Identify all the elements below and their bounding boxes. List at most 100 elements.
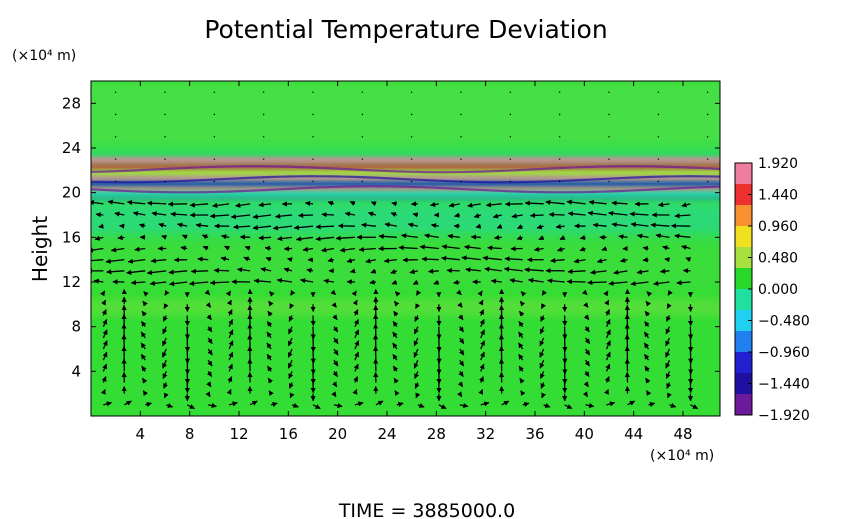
vector-arrow [205, 391, 211, 398]
vector-arrow [555, 224, 565, 230]
vector-arrow [630, 221, 649, 228]
vector-arrow [225, 290, 232, 297]
vector-arrow [164, 289, 170, 296]
colorbar-swatch [735, 289, 752, 311]
vector-arrow [106, 269, 125, 275]
vector-arrow [253, 278, 272, 284]
vector-arrow [518, 365, 524, 372]
vector-arrow [230, 213, 251, 220]
vector-arrow [102, 318, 108, 327]
vector-arrow [119, 223, 125, 229]
vector-arrow [207, 337, 213, 345]
vector-arrow [448, 202, 460, 208]
vector-arrow [539, 348, 545, 358]
vector-arrow [327, 257, 335, 263]
vector-arrow [332, 381, 338, 388]
vector-arrow [642, 257, 649, 263]
vector-arrow [407, 222, 418, 228]
vector-arrow [227, 376, 233, 383]
vector-arrow [186, 404, 195, 410]
vector-arrow [332, 326, 339, 333]
vector-arrow [504, 256, 523, 262]
vector-dot [410, 91, 413, 93]
vector-arrow [681, 202, 691, 208]
vector-dot [608, 113, 610, 116]
vector-arrow [288, 315, 294, 322]
vector-arrow [180, 245, 188, 251]
vector-arrow [391, 279, 398, 285]
vector-arrow [114, 211, 125, 217]
vector-arrow [662, 245, 670, 251]
vector-dot [608, 91, 610, 93]
vector-arrow [390, 269, 398, 274]
vector-arrow [289, 392, 295, 399]
vector-arrow [295, 236, 314, 242]
vector-arrow [518, 310, 525, 317]
vector-arrow [369, 279, 376, 285]
vector-dot [312, 180, 314, 183]
vector-arrow [441, 244, 460, 250]
vector-dot [213, 158, 216, 160]
vector-dot [558, 158, 561, 160]
vector-arrow [101, 376, 107, 383]
vector-arrow [327, 200, 335, 206]
vector-arrow [102, 351, 108, 361]
vector-arrow [177, 222, 188, 228]
vector-arrow [519, 300, 526, 307]
colorbar-swatches [735, 163, 752, 416]
vector-arrow [353, 309, 359, 316]
vector-arrow [636, 233, 649, 239]
vector-arrow [354, 351, 360, 361]
vector-arrow [447, 233, 460, 239]
vector-dot [164, 180, 166, 183]
vector-arrow [584, 326, 590, 333]
vector-arrow [268, 390, 274, 396]
vector-arrow [650, 222, 670, 228]
colorbar-swatch [735, 373, 752, 395]
vector-arrow [258, 235, 272, 241]
vector-arrow [393, 310, 399, 317]
vector-arrow [94, 235, 104, 241]
shade-wave-streak [91, 185, 720, 194]
vector-arrow [134, 246, 146, 252]
vector-arrow [501, 400, 510, 406]
vector-dot [657, 158, 660, 160]
vector-arrow [421, 256, 439, 262]
vector-arrow [467, 202, 481, 208]
y-ticks: 4 8 12 16 20 24 28 [62, 94, 720, 380]
vector-arrow [657, 202, 670, 208]
vector-arrow [233, 224, 251, 230]
vector-arrow [392, 321, 398, 328]
vector-arrow [583, 381, 589, 388]
shade-lower-light [91, 300, 720, 314]
vector-arrow [132, 211, 146, 217]
vector-arrow [321, 247, 335, 253]
vector-arrow [252, 225, 272, 231]
x-tick-label: 16 [279, 425, 298, 443]
vector-arrow [195, 222, 209, 228]
vector-arrow [272, 225, 293, 231]
vector-arrow [518, 331, 524, 339]
vector-arrow [206, 314, 212, 321]
vector-dot [558, 136, 561, 138]
vector-dot [164, 158, 166, 160]
vector-arrow [605, 363, 611, 372]
vector-arrow [518, 321, 524, 328]
vector-arrow [267, 310, 273, 317]
colorbar-tick-label: 1.920 [758, 156, 798, 172]
vector-arrow [202, 245, 209, 251]
vector-arrow [413, 337, 419, 347]
vector-arrow [475, 223, 482, 229]
vector-arrow [206, 381, 212, 388]
vector-arrow [370, 268, 377, 274]
vector-arrow [414, 382, 420, 389]
vector-arrow [265, 257, 272, 262]
vector-arrow [567, 268, 586, 275]
vector-arrow [644, 321, 650, 328]
vector-arrow [95, 212, 104, 218]
vector-arrow [392, 365, 399, 372]
vector-arrow [392, 331, 398, 339]
y-tick-label: 12 [62, 273, 81, 291]
vector-arrow [383, 258, 397, 264]
vector-dot [608, 180, 610, 183]
